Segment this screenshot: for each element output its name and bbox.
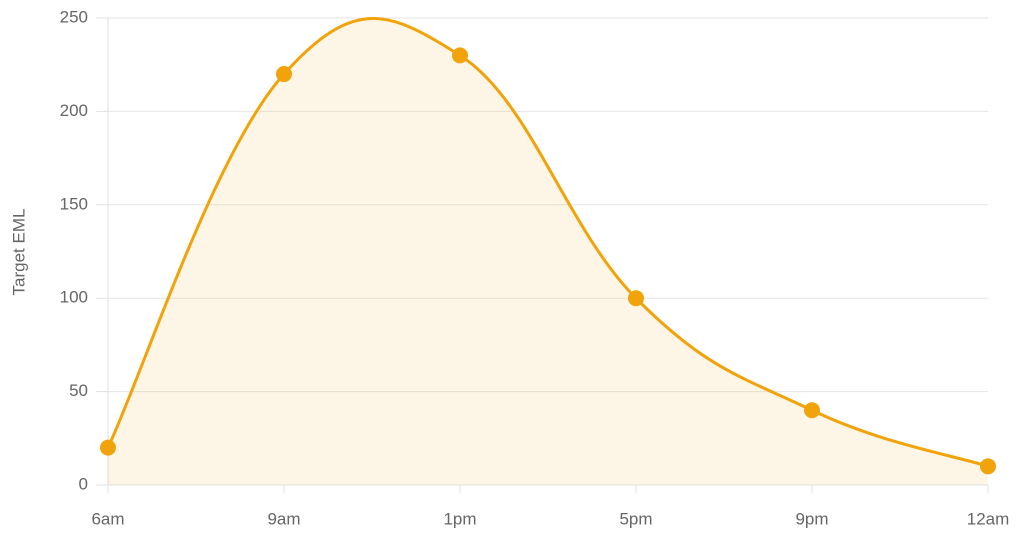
x-tick-label: 9am — [267, 509, 300, 528]
x-tick-label: 6am — [91, 509, 124, 528]
x-tick-label: 12am — [967, 509, 1010, 528]
point — [980, 458, 996, 475]
x-tick-label: 1pm — [443, 509, 476, 528]
y-tick-label: 150 — [60, 194, 88, 213]
y-tick-label: 250 — [60, 7, 88, 26]
point — [804, 402, 820, 419]
x-tick-label: 5pm — [619, 509, 652, 528]
point — [452, 47, 468, 64]
point — [276, 66, 292, 83]
x-tick-label: 9pm — [795, 509, 828, 528]
point — [628, 290, 644, 307]
y-tick-label: 50 — [69, 381, 88, 400]
area — [108, 18, 988, 485]
point — [100, 439, 116, 456]
y-tick-label: 200 — [60, 101, 88, 120]
y-tick-label: 100 — [60, 288, 88, 307]
y-tick-label: 0 — [79, 474, 88, 493]
y-axis-label: Target EML — [9, 209, 28, 296]
